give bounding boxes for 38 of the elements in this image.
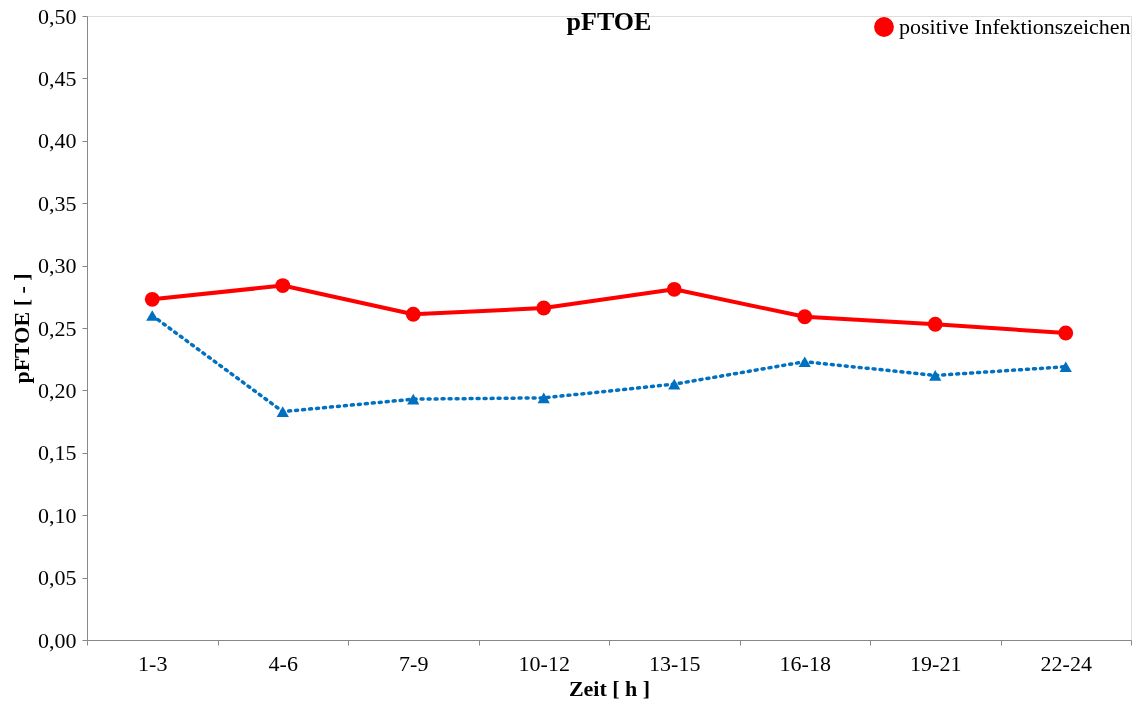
point: [1059, 361, 1072, 372]
y-tick-label: 0,20: [38, 377, 77, 403]
x-tick-label: 16-18: [779, 650, 831, 676]
point: [927, 316, 943, 332]
point: [797, 309, 813, 325]
y-tick-label: 0,10: [38, 502, 77, 528]
y-tick-label: 0,50: [38, 3, 77, 29]
y-axis-title: pFTOE [ - ]: [9, 273, 34, 384]
y-tick-label: 0,15: [38, 440, 77, 466]
point: [929, 370, 942, 381]
point: [668, 378, 681, 390]
point: [537, 392, 550, 404]
y-tick-label: 0,40: [38, 128, 77, 154]
point: [1058, 325, 1074, 341]
point: [666, 281, 682, 297]
point: [798, 356, 811, 367]
point: [144, 291, 160, 307]
y-tick-label: 0,00: [38, 627, 77, 653]
point: [405, 306, 421, 322]
point: [536, 300, 552, 316]
x-tick-label: 10-12: [518, 650, 570, 676]
x-tick-label: 1-3: [138, 650, 168, 676]
y-tick-label: 0,05: [38, 565, 77, 591]
y-tick-label: 0,30: [38, 253, 77, 279]
x-tick-label: 13-15: [649, 650, 701, 676]
chart-title: pFTOE: [566, 7, 652, 36]
y-tick-label: 0,25: [38, 315, 77, 341]
y-tick-label: 0,45: [38, 65, 77, 91]
x-tick-label: 19-21: [910, 650, 962, 676]
point: [275, 278, 291, 293]
point: [276, 406, 289, 417]
x-tick-label: 7-9: [399, 650, 429, 676]
legend-label: positive Infektionszeichen: [899, 14, 1131, 39]
x-tick-label: 4-6: [268, 650, 298, 676]
x-axis-title: Zeit [ h ]: [568, 675, 651, 701]
y-tick-label: 0,35: [38, 190, 77, 216]
x-tick-label: 22-24: [1040, 650, 1092, 676]
point: [407, 393, 420, 405]
